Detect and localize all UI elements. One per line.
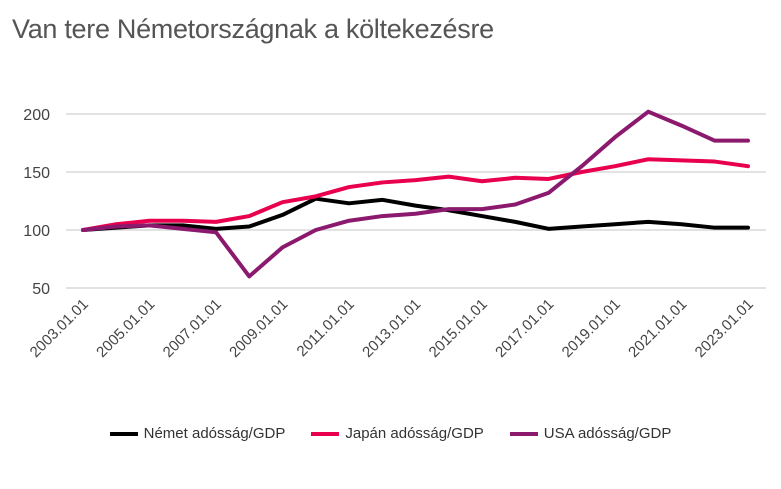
series-line-2	[81, 109, 750, 279]
legend-swatch	[509, 431, 538, 436]
x-tick-label: 2011.01.01	[294, 296, 358, 360]
chart-title: Van tere Németországnak a költekezésre	[12, 14, 494, 44]
legend-label: Japán adósság/GDP	[345, 425, 484, 442]
legend-item: Japán adósság/GDP	[311, 425, 484, 442]
y-tick-label: 150	[23, 165, 50, 182]
legend: Német adósság/GDP Japán adósság/GDP USA ad…	[0, 425, 781, 442]
x-tick-label: 2009.01.01	[226, 296, 291, 361]
x-tick-label: 2017.01.01	[492, 296, 557, 361]
y-tick-label: 100	[23, 223, 50, 240]
legend-item: Német adósság/GDP	[109, 425, 286, 442]
x-tick-label: 2005.01.01	[93, 296, 158, 361]
legend-item: USA adósság/GDP	[509, 425, 672, 442]
x-tick-label: 2007.01.01	[160, 296, 225, 361]
x-tick-label: 2015.01.01	[426, 296, 491, 361]
legend-label: Német adósság/GDP	[143, 425, 286, 442]
series-line-1	[81, 157, 750, 232]
x-tick-label: 2013.01.01	[359, 296, 424, 361]
legend-swatch	[311, 431, 340, 436]
x-tick-label: 2019.01.01	[559, 296, 624, 361]
x-tick-label: 2021.01.01	[625, 296, 690, 361]
legend-swatch	[109, 431, 138, 436]
y-tick-label: 50	[32, 281, 50, 298]
y-tick-label: 200	[23, 107, 50, 124]
legend-label: USA adósság/GDP	[543, 425, 672, 442]
x-tick-label: 2003.01.01	[27, 296, 92, 361]
x-tick-label: 2023.01.01	[692, 296, 757, 361]
